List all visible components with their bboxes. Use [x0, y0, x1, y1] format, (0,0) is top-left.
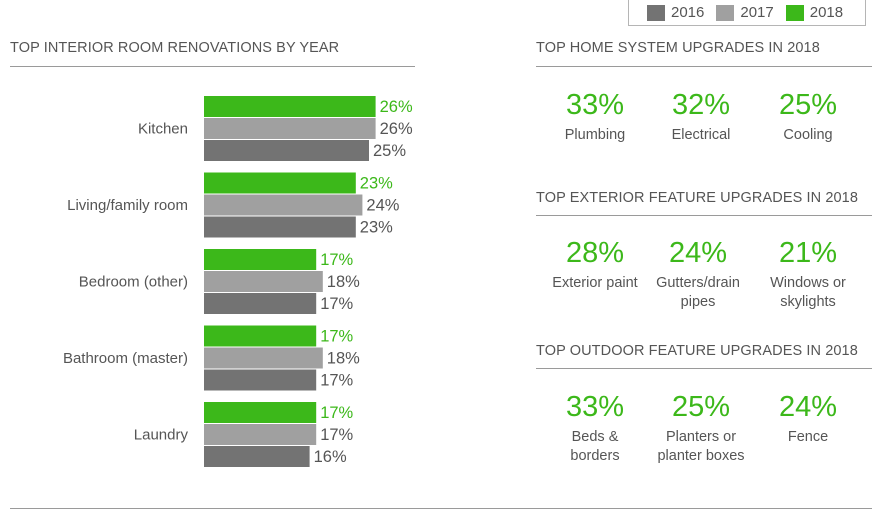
bar-2016 — [204, 293, 317, 314]
legend-swatch-2018 — [785, 4, 804, 21]
bar-data-label: 18% — [327, 273, 360, 291]
category-label: Living/family room — [67, 197, 188, 214]
bar-2017 — [204, 194, 363, 216]
system-section-title: TOP HOME SYSTEM UPGRADES IN 2018 — [536, 40, 820, 56]
system-stat-cooling: 25% Cooling — [753, 88, 863, 145]
bar-2016 — [204, 369, 317, 391]
bar-data-label: 18% — [327, 350, 360, 368]
bar-2017 — [204, 347, 323, 369]
interior-title-rule — [10, 66, 415, 67]
bar-data-label: 25% — [373, 142, 406, 160]
exterior-stat-paint: 28% Exterior paint — [540, 236, 650, 293]
stat-label: Plumbing — [564, 127, 626, 143]
legend-item-2016: 2016 — [647, 4, 704, 21]
bar-data-label: 26% — [380, 98, 413, 116]
exterior-section-title: TOP EXTERIOR FEATURE UPGRADES IN 2018 — [536, 190, 858, 206]
legend-label-2016: 2016 — [671, 4, 705, 21]
outdoor-section-title: TOP OUTDOOR FEATURE UPGRADES IN 2018 — [536, 343, 858, 359]
outdoor-stat-beds: 33% Beds & borders — [540, 390, 650, 466]
bar-data-label: 24% — [366, 197, 399, 215]
interior-section-title: TOP INTERIOR ROOM RENOVATIONS BY YEAR — [10, 40, 340, 56]
bar-data-label: 17% — [320, 372, 353, 390]
legend-label-2018: 2018 — [809, 4, 844, 21]
stat-label: Planters or planter boxes — [657, 429, 745, 464]
outdoor-stat-planters: 25% Planters or planter boxes — [646, 390, 756, 466]
bar-2016 — [204, 216, 356, 238]
stat-value: 28% — [565, 237, 625, 269]
system-stat-plumbing: 33% Plumbing — [540, 88, 650, 145]
category-label: Bedroom (other) — [79, 274, 188, 291]
stat-label: Beds & borders — [570, 429, 620, 464]
outdoor-stat-fence: 24% Fence — [753, 390, 863, 447]
stat-value: 25% — [671, 391, 731, 423]
bar-data-label: 17% — [320, 404, 353, 422]
stat-value: 33% — [565, 89, 625, 121]
stat-value: 24% — [778, 391, 838, 423]
bar-2017 — [204, 424, 317, 445]
bottom-rule — [10, 508, 872, 509]
bar-data-label: 23% — [360, 175, 393, 193]
exterior-title-rule — [536, 215, 872, 216]
stat-label: Cooling — [783, 127, 833, 143]
exterior-stat-gutters: 24% Gutters/drain pipes — [646, 236, 750, 312]
bar-2018 — [204, 249, 317, 270]
outdoor-title-rule — [536, 368, 872, 369]
bar-data-label: 23% — [360, 219, 393, 237]
legend-swatch-2017 — [716, 4, 735, 21]
bar-2017 — [204, 271, 323, 292]
stat-label: Electrical — [671, 127, 731, 143]
legend-item-2017: 2017 — [716, 4, 774, 21]
stat-label: Windows or skylights — [770, 275, 846, 310]
legend-swatch-2016 — [647, 4, 665, 21]
chart-legend: 2016 2017 2018 — [628, 0, 866, 26]
bar-data-label: 17% — [320, 426, 353, 444]
stat-label: Gutters/drain pipes — [656, 275, 740, 310]
bar-data-label: 17% — [320, 251, 353, 269]
stat-label: Fence — [787, 429, 829, 445]
exterior-stat-windows: 21% Windows or skylights — [753, 236, 863, 312]
category-label: Kitchen — [138, 121, 188, 138]
bar-2018 — [204, 96, 376, 117]
bar-data-label: 26% — [380, 120, 413, 138]
stat-value: 33% — [565, 391, 625, 423]
bar-2017 — [204, 118, 376, 139]
legend-item-2018: 2018 — [785, 4, 844, 21]
category-label: Bathroom (master) — [63, 350, 188, 367]
bar-data-label: 17% — [320, 328, 353, 346]
bar-2016 — [204, 446, 310, 467]
stat-value: 24% — [668, 237, 728, 269]
stat-value: 32% — [671, 89, 731, 121]
system-title-rule — [536, 66, 872, 67]
stat-value: 21% — [778, 237, 838, 269]
bar-2018 — [204, 172, 356, 194]
system-stat-electrical: 32% Electrical — [646, 88, 756, 145]
bar-2018 — [204, 325, 317, 347]
stat-value: 25% — [778, 89, 838, 121]
bar-2018 — [204, 402, 317, 423]
category-label: Laundry — [134, 427, 189, 444]
bar-data-label: 17% — [320, 295, 353, 313]
bar-2016 — [204, 140, 369, 161]
legend-label-2017: 2017 — [740, 4, 774, 21]
bar-data-label: 16% — [314, 448, 347, 466]
stat-label: Exterior paint — [552, 275, 638, 291]
interior-bar-chart: Kitchen 26% 26% 25% Living/family room 23% 24%… — [63, 96, 413, 467]
